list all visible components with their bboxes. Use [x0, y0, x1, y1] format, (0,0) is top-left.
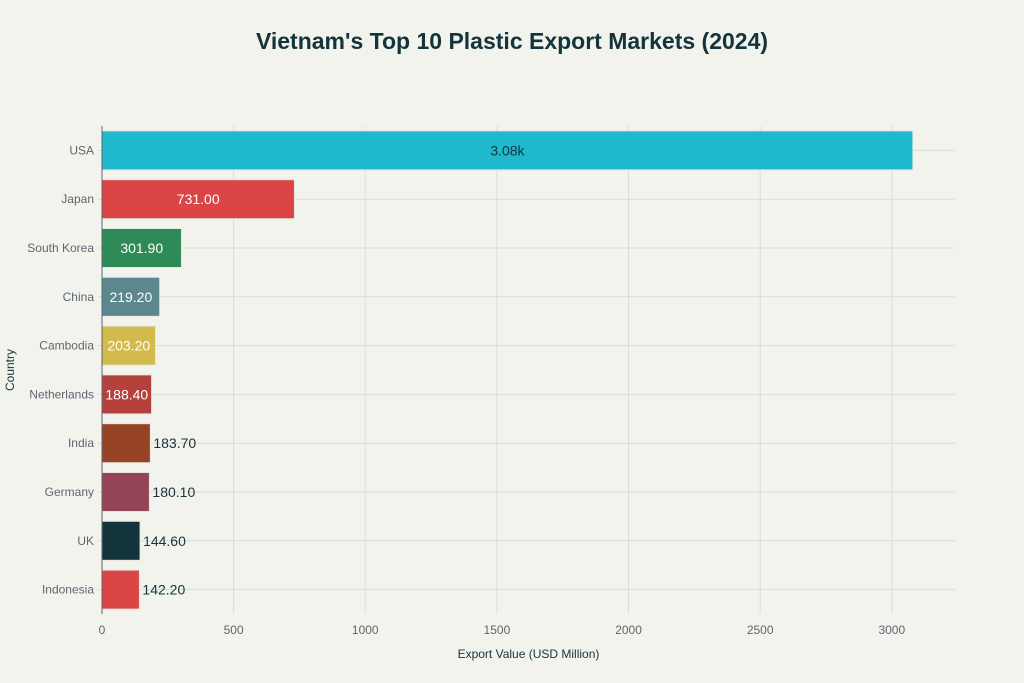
x-tick-label: 2500: [747, 623, 774, 637]
bar-usa: [101, 130, 914, 171]
data-label: 731.00: [177, 191, 220, 207]
y-tick-label: China: [63, 290, 95, 304]
x-tick-label: 1500: [484, 623, 511, 637]
y-tick-label: USA: [69, 143, 94, 157]
bar-indonesia: [101, 569, 140, 610]
x-tick-label: 0: [99, 623, 106, 637]
x-tick-label: 500: [224, 623, 244, 637]
bar-india: [101, 423, 151, 464]
data-label: 203.20: [107, 338, 150, 354]
x-axis-title: Export Value (USD Million): [458, 647, 600, 661]
y-tick-label: Japan: [61, 192, 94, 206]
y-tick-label: Indonesia: [42, 583, 94, 597]
data-label: 144.60: [143, 533, 186, 549]
y-tick-label: Germany: [45, 485, 94, 499]
data-label: 183.70: [153, 435, 196, 451]
data-label: 142.20: [142, 582, 185, 598]
y-tick-label: India: [68, 436, 94, 450]
y-tick-label: Netherlands: [29, 387, 94, 401]
data-label: 188.40: [105, 386, 148, 402]
chart-title: Vietnam's Top 10 Plastic Export Markets …: [255, 28, 769, 54]
data-label: 180.10: [152, 484, 195, 500]
y-tick-label: Cambodia: [39, 339, 94, 353]
bar-uk: [101, 520, 141, 561]
y-axis-title: Country: [3, 349, 17, 391]
y-tick-label: South Korea: [27, 241, 94, 255]
x-tick-label: 1000: [352, 623, 379, 637]
x-tick-label: 2000: [615, 623, 642, 637]
bar-netherlands: [101, 374, 153, 415]
x-tick-label: 3000: [878, 623, 905, 637]
bar-germany: [101, 471, 150, 513]
data-label: 219.20: [109, 289, 152, 305]
data-label: 301.90: [120, 240, 163, 256]
y-tick-label: UK: [77, 534, 94, 548]
data-label: 3.08k: [490, 142, 525, 158]
